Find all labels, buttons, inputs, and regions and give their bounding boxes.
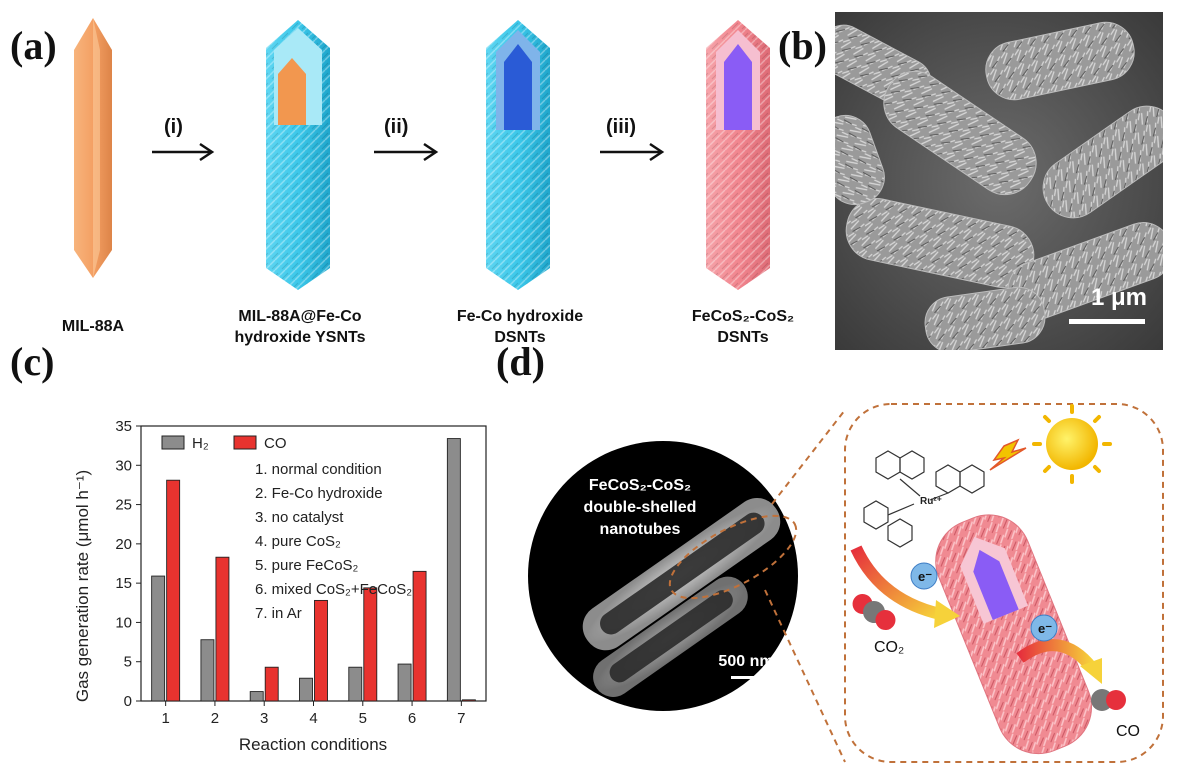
electron-out-icon — [1030, 614, 1058, 642]
condition-2: 2. Fe-Co hydroxide — [255, 485, 383, 502]
tem-label-line-2: double-shelled — [584, 499, 697, 516]
bar-h2-1 — [151, 575, 166, 702]
electron-in-icon — [910, 562, 938, 590]
gas-rate-chart: 0 5 10 15 20 25 30 35 1 2 3 4 5 6 7 Gas generation ra… — [73, 418, 487, 754]
tem-label-line-1: FeCoS₂-CoS₂ — [589, 477, 691, 494]
arrow-step-ii — [374, 142, 439, 162]
zoom-ellipse — [668, 514, 798, 600]
electron-arrow-in — [850, 545, 942, 620]
condition-1: 1. normal condition — [255, 461, 382, 478]
y-tick-label-15: 15 — [115, 575, 132, 592]
x-axis-label: Reaction conditions — [239, 735, 387, 754]
step-label-i: (i) — [164, 116, 183, 138]
sem-scalebar — [1069, 319, 1145, 324]
electron-in-label: e⁻ — [918, 569, 932, 584]
electron-arrow-out — [1016, 639, 1097, 672]
condition-6: 6. mixed CoS₂+FeCoS₂ — [255, 581, 412, 598]
x-tick-label-4: 4 — [309, 710, 317, 727]
x-tick-label-3: 3 — [260, 710, 268, 727]
x-tick-label-6: 6 — [408, 710, 416, 727]
lightning-icon — [989, 438, 1027, 471]
electron-arrow-out-head — [1080, 658, 1102, 684]
x-tick-label-5: 5 — [359, 710, 367, 727]
arrow-step-iii — [600, 142, 665, 162]
hydroxide-dsnt — [486, 20, 550, 290]
tem-scalebar-label: 500 nm — [718, 653, 773, 670]
zoom-connector-bottom — [764, 589, 846, 763]
y-axis-label: Gas generation rate (μmol h⁻¹) — [73, 470, 92, 702]
panel-label-b: (b) — [778, 23, 827, 68]
zoom-frame — [844, 403, 1164, 763]
bar-co-1 — [166, 479, 181, 702]
condition-4: 4. pure CoS₂ — [255, 533, 341, 550]
bar-co-2 — [215, 556, 230, 702]
co2-label: CO₂ — [874, 639, 904, 656]
caption-sulfide-dsnt: FeCoS₂-CoS₂ DSNTs — [691, 308, 795, 346]
bar-h2-4 — [299, 677, 313, 702]
legend-label-co: CO — [264, 435, 287, 452]
panel-label-d: (d) — [496, 339, 545, 384]
bar-h2-6 — [397, 663, 412, 702]
legend-swatch-co — [233, 435, 257, 450]
condition-5: 5. pure FeCoS₂ — [255, 557, 359, 574]
ru-complex-icon — [863, 450, 985, 548]
co-label: CO — [1116, 723, 1140, 740]
x-tick-label-1: 1 — [161, 710, 169, 727]
sem-image: 1 μm — [835, 12, 1163, 350]
legend-label-h2: H₂ — [192, 435, 209, 452]
arrow-step-i — [152, 142, 215, 162]
sulfide-nanotube — [935, 514, 1093, 755]
yolk-shell-hydroxide — [266, 20, 330, 290]
bar-h2-3 — [249, 691, 264, 702]
zoom-connector-top — [771, 409, 846, 505]
y-tick-label-5: 5 — [124, 654, 132, 671]
synthesis-scheme — [74, 18, 770, 290]
sulfide-dsnt — [706, 20, 770, 290]
co2-molecule-icon — [852, 593, 896, 631]
y-tick-label-25: 25 — [115, 497, 132, 514]
bar-co-5 — [363, 587, 378, 702]
condition-3: 3. no catalyst — [255, 509, 344, 526]
electron-out-label: e⁻ — [1038, 621, 1052, 636]
y-tick-label-0: 0 — [124, 693, 132, 710]
caption-hydroxide-dsnt: Fe-Co hydroxide DSNTs — [456, 308, 584, 346]
bar-h2-2 — [200, 639, 215, 702]
y-tick-label-20: 20 — [115, 536, 132, 553]
y-tick-label-35: 35 — [115, 418, 132, 435]
condition-list: 1. normal condition 2. Fe-Co hydroxide 3… — [255, 461, 412, 622]
tem-label: FeCoS₂-CoS₂ double-shelled nanotubes — [584, 477, 697, 538]
bar-h2-7 — [446, 438, 461, 702]
electron-arrow-in-head — [934, 600, 960, 628]
bar-co-4 — [314, 599, 328, 702]
bar-co-3 — [264, 666, 279, 702]
condition-7: 7. in Ar — [255, 605, 302, 622]
tem-scalebar — [731, 676, 763, 679]
bar-co-7 — [461, 699, 476, 702]
step-label-iii: (iii) — [606, 116, 636, 138]
caption-mil88a: MIL-88A — [61, 318, 125, 335]
bar-h2-5 — [348, 666, 363, 702]
y-tick-label-10: 10 — [115, 614, 132, 631]
bar-co-6 — [412, 570, 427, 702]
x-tick-label-7: 7 — [457, 710, 465, 727]
legend: H₂ CO — [161, 435, 287, 452]
mechanism-panel: FeCoS₂-CoS₂ double-shelled nanotubes 500… — [528, 403, 1164, 763]
legend-swatch-h2 — [161, 435, 185, 450]
sun-icon — [1032, 404, 1112, 484]
panel-label-a: (a) — [10, 23, 57, 68]
tem-label-line-3: nanotubes — [600, 521, 681, 538]
co-molecule-icon — [1091, 689, 1126, 711]
ru-label: Ru²⁺ — [920, 496, 942, 507]
panel-label-c: (c) — [10, 339, 55, 384]
sem-scalebar-label: 1 μm — [1090, 284, 1147, 311]
mil88a-rod — [74, 18, 112, 278]
step-label-ii: (ii) — [384, 116, 409, 138]
tem-image — [528, 441, 798, 711]
x-tick-label-2: 2 — [211, 710, 219, 727]
y-tick-label-30: 30 — [115, 457, 132, 474]
caption-yolk-shell: MIL-88A@Fe-Co hydroxide YSNTs — [234, 308, 366, 346]
